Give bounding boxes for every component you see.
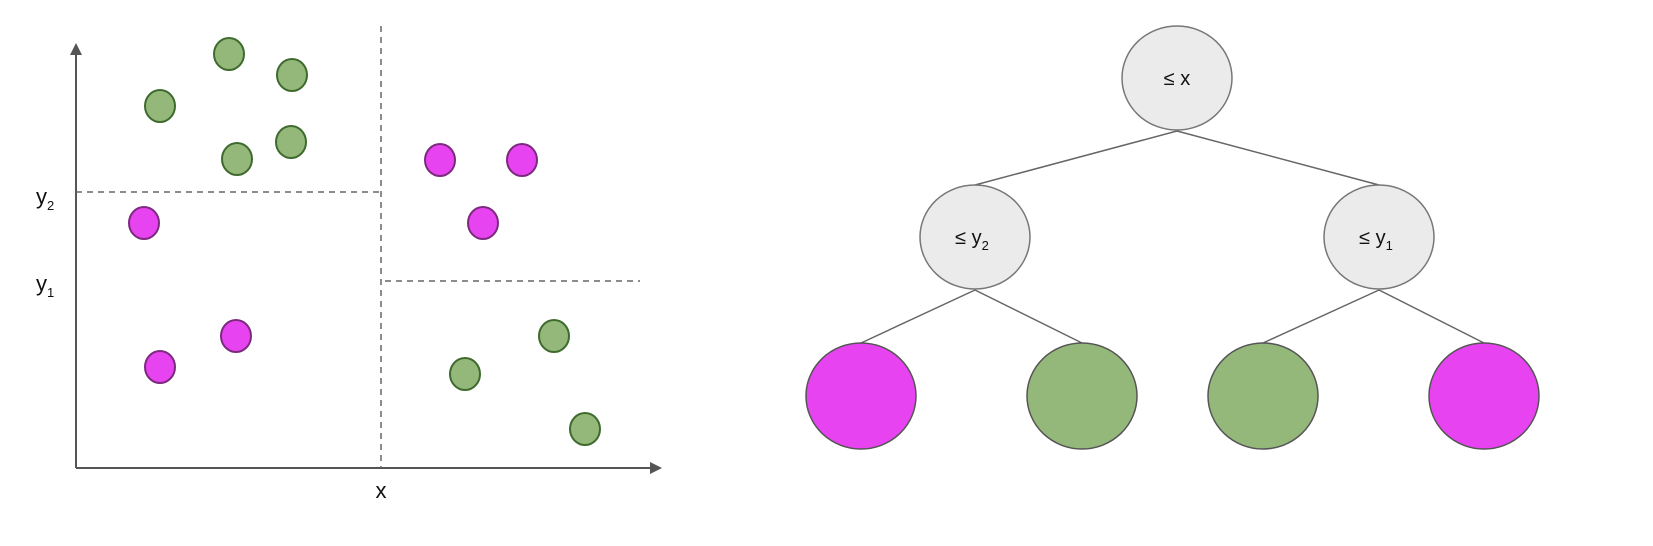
root-node: ≤ x: [1121, 25, 1233, 131]
magenta-point: [506, 143, 538, 177]
tree-edge: [974, 130, 1178, 186]
magenta-leaf-node: [805, 342, 917, 450]
data-points: [128, 37, 601, 446]
green-leaf-node: [1026, 342, 1138, 450]
green-point: [221, 142, 253, 176]
tree-edge: [1176, 130, 1380, 186]
right-node: ≤ y1: [1323, 184, 1435, 290]
green-point: [276, 58, 308, 92]
green-point: [569, 412, 601, 446]
green-leaf-node: [1207, 342, 1319, 450]
tree-edge: [1378, 289, 1485, 344]
green-point: [144, 89, 176, 123]
scatter-plot: y2 y1 x: [36, 26, 662, 503]
tree-edges: [860, 130, 1485, 344]
green-point: [275, 125, 307, 159]
magenta-point: [467, 206, 499, 240]
tree-edge: [974, 289, 1083, 344]
magenta-point: [424, 143, 456, 177]
green-point: [538, 319, 570, 353]
tree-edge: [860, 289, 976, 344]
y2-label: y2: [36, 184, 54, 213]
y1-label: y1: [36, 271, 54, 300]
left-node-label: ≤ y2: [955, 227, 989, 253]
tree-edge: [1262, 289, 1380, 344]
tree: ≤ x ≤ y2 ≤ y1: [805, 25, 1540, 450]
magenta-point: [220, 319, 252, 353]
x-label: x: [376, 478, 387, 503]
magenta-point: [144, 350, 176, 384]
right-node-label: ≤ y1: [1359, 227, 1393, 253]
green-point: [213, 37, 245, 71]
leaf-nodes: [805, 342, 1540, 450]
magenta-leaf-node: [1428, 342, 1540, 450]
green-point: [449, 357, 481, 391]
magenta-point: [128, 206, 160, 240]
root-node-label: ≤ x: [1164, 68, 1191, 90]
left-node: ≤ y2: [919, 184, 1031, 290]
